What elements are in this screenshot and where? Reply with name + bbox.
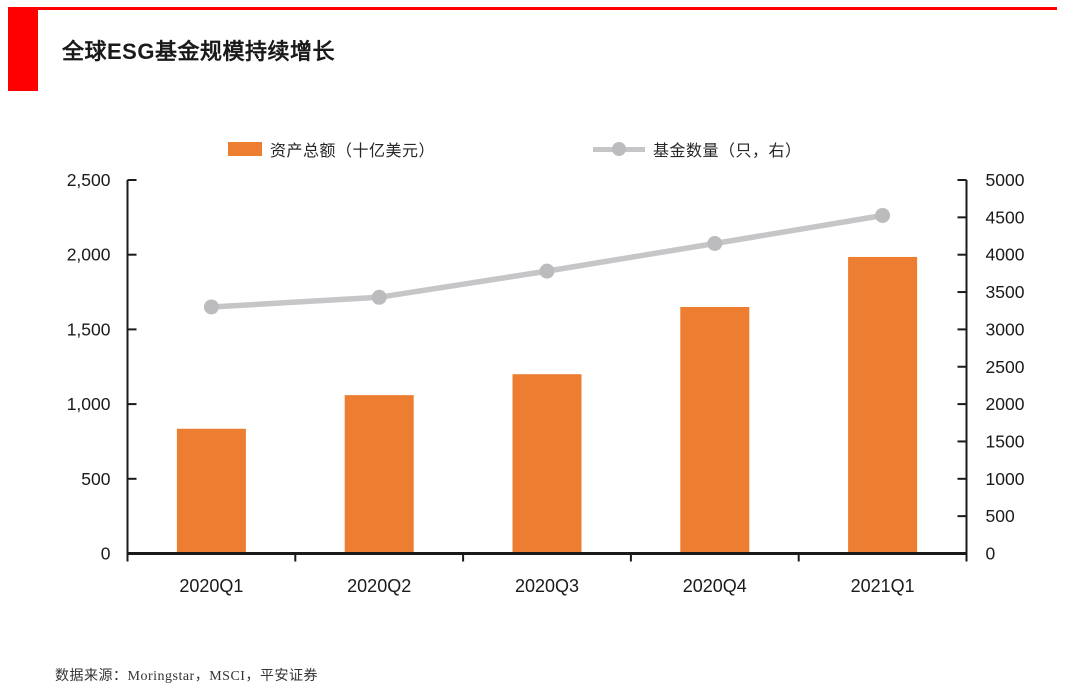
- x-axis-label-2020Q1: 2020Q1: [179, 576, 243, 596]
- right-axis-tick-label: 500: [986, 506, 1015, 526]
- legend-label-assets: 资产总额（十亿美元）: [270, 143, 436, 160]
- x-axis-label-2020Q4: 2020Q4: [683, 576, 747, 596]
- line-marker-2020Q4: [707, 235, 723, 251]
- left-axis-tick-label: 500: [81, 469, 110, 489]
- right-axis-tick-label: 1000: [986, 469, 1025, 489]
- right-axis-tick-label: 0: [986, 544, 996, 564]
- x-axis-label-2021Q1: 2021Q1: [851, 576, 915, 596]
- line-marker-2021Q1: [875, 207, 891, 223]
- left-axis-tick-label: 2,000: [67, 245, 111, 265]
- line-marker-2020Q2: [371, 289, 387, 305]
- right-axis-tick-label: 3000: [986, 319, 1025, 339]
- bar-2020Q3: [512, 374, 582, 552]
- right-axis-tick-label: 4500: [986, 207, 1025, 227]
- left-axis-tick-label: 0: [101, 544, 111, 564]
- right-axis-tick-label: 3500: [986, 282, 1025, 302]
- right-axis-tick-label: 2000: [986, 394, 1025, 414]
- bar-series-swatch: [228, 142, 262, 156]
- line-swatch-marker: [612, 142, 626, 156]
- legend-label-fund-count: 基金数量（只，右）: [653, 143, 802, 160]
- data-source-note: 数据来源：Moringstar，MSCI，平安证券: [55, 669, 318, 684]
- red-accent-block: [8, 10, 38, 91]
- fund-count-line: [208, 212, 886, 310]
- legend-item-fund-count: 基金数量（只，右）: [593, 139, 802, 160]
- line-marker-2020Q1: [203, 299, 219, 315]
- right-axis-tick-label: 5000: [986, 170, 1025, 190]
- bar-2021Q1: [848, 256, 918, 552]
- x-axis-label-2020Q3: 2020Q3: [515, 576, 579, 596]
- right-axis-tick-label: 1500: [986, 431, 1025, 451]
- bar-2020Q4: [680, 306, 750, 552]
- left-axis-tick-label: 1,000: [67, 394, 111, 414]
- bar-2020Q1: [176, 428, 246, 552]
- right-axis-tick-label: 2500: [986, 357, 1025, 377]
- left-axis-tick-label: 2,500: [67, 170, 111, 190]
- top-red-rule: [8, 7, 1057, 10]
- legend-item-assets: 资产总额（十亿美元）: [228, 139, 436, 160]
- bar-2020Q2: [344, 395, 414, 552]
- line-series-swatch: [593, 141, 645, 157]
- right-axis-tick-label: 4000: [986, 245, 1025, 265]
- line-marker-2020Q3: [539, 263, 555, 279]
- x-axis-label-2020Q2: 2020Q2: [347, 576, 411, 596]
- left-axis-tick-label: 1,500: [67, 319, 111, 339]
- page-title: 全球ESG基金规模持续增长: [62, 39, 335, 64]
